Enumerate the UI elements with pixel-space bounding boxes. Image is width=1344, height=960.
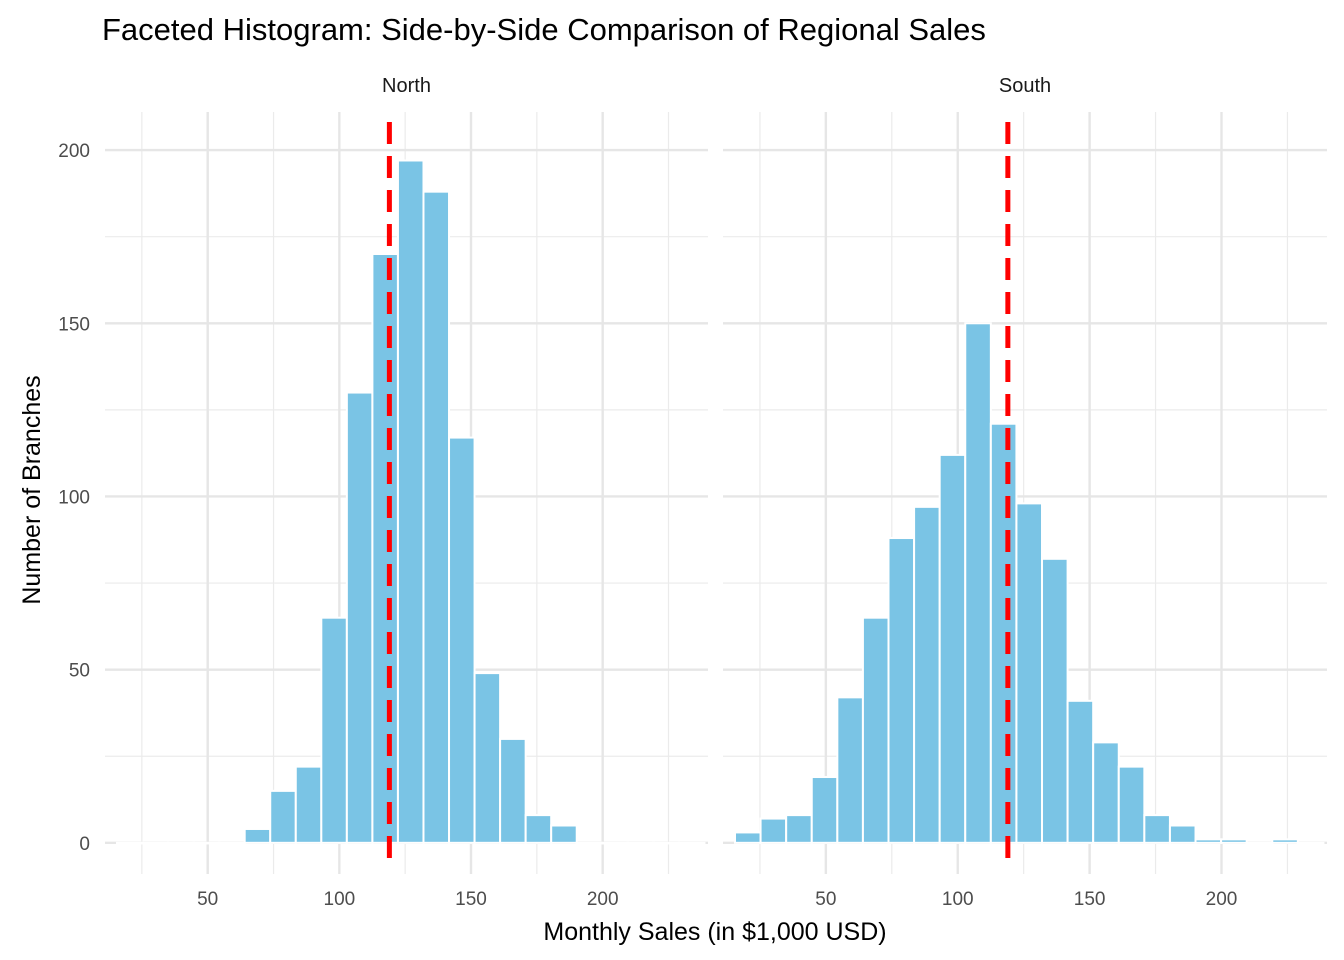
facet-panel-south: South 50 100 150 200 — [723, 75, 1327, 910]
histogram-bar — [887, 537, 916, 844]
histogram-bar — [989, 422, 1018, 844]
histogram-bar — [652, 841, 680, 845]
histogram-bar — [499, 737, 527, 844]
histogram-bar — [734, 831, 762, 844]
histogram-bar — [269, 789, 297, 844]
histogram-bar — [167, 841, 195, 845]
histogram-bar — [836, 696, 864, 844]
histogram-bar — [810, 776, 839, 844]
y-axis-title: Number of Branches — [18, 375, 46, 604]
histogram-bar — [371, 253, 399, 844]
x-tick-label: 150 — [1074, 889, 1106, 910]
histogram-bar — [626, 841, 655, 845]
facet-panel-north: North 50 100 150 200 — [105, 75, 708, 910]
histogram-bar — [1168, 824, 1197, 844]
y-tick-label: 100 — [58, 487, 90, 508]
histogram-bar — [550, 824, 578, 844]
x-tick-label: 100 — [942, 889, 974, 910]
histogram-bar — [320, 616, 348, 844]
histogram-bar — [1015, 502, 1044, 844]
facet-strip-label: South — [999, 75, 1051, 97]
histogram-bar — [601, 841, 629, 845]
histogram-bar — [192, 841, 221, 845]
histogram-bar — [677, 841, 706, 845]
y-tick-label: 0 — [79, 834, 90, 855]
histogram-bar — [1041, 557, 1069, 844]
histogram-bar — [1066, 699, 1095, 844]
y-axis-ticks: 0 50 100 150 200 — [58, 141, 90, 855]
histogram-bar — [1143, 814, 1171, 844]
x-tick-label: 50 — [815, 889, 836, 910]
histogram-bar — [1220, 838, 1248, 844]
histogram-bar — [1117, 765, 1146, 844]
x-tick-label: 100 — [324, 889, 356, 910]
histogram-bar — [938, 453, 967, 844]
histogram-bar — [785, 814, 813, 844]
histogram-bar — [448, 436, 476, 844]
x-tick-label: 200 — [1206, 889, 1238, 910]
y-tick-label: 150 — [58, 314, 90, 335]
histogram-bar — [396, 159, 425, 844]
histogram-bar — [243, 827, 272, 844]
y-tick-label: 50 — [69, 661, 90, 682]
histogram-bar — [218, 841, 246, 845]
histogram-bar — [422, 190, 451, 844]
histogram-bar — [1296, 841, 1325, 845]
histogram-bar — [1092, 741, 1120, 844]
histogram-bar — [964, 322, 992, 844]
y-tick-label: 200 — [58, 141, 90, 162]
facet-strip-label: North — [382, 75, 431, 97]
histogram-bar — [294, 765, 323, 844]
histogram-bar — [473, 672, 502, 844]
histogram-bar — [524, 814, 553, 844]
histogram-bar — [861, 616, 890, 844]
x-tick-label: 150 — [455, 889, 487, 910]
histogram-bar — [1194, 838, 1223, 844]
x-tick-label: 200 — [587, 889, 619, 910]
chart-title: Faceted Histogram: Side-by-Side Comparis… — [102, 12, 986, 47]
histogram-bar — [759, 817, 788, 844]
x-tick-label: 50 — [197, 889, 218, 910]
histogram-bar — [345, 391, 374, 844]
histogram-bar — [115, 841, 144, 845]
x-axis-title: Monthly Sales (in $1,000 USD) — [543, 918, 886, 946]
histogram-bar — [913, 505, 941, 844]
histogram-bar — [1245, 841, 1274, 845]
histogram-bar — [141, 841, 170, 845]
histogram-bar — [575, 841, 604, 845]
facet-panels: North 50 100 150 200 South 50 100 150 200 — [105, 75, 1327, 910]
histogram-bar — [1271, 838, 1299, 844]
